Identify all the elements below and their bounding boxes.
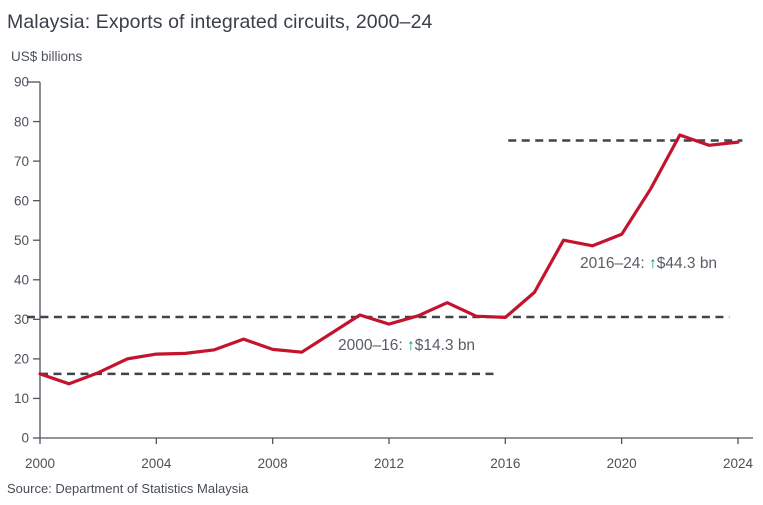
y-tick-label: 40 [14, 272, 29, 287]
up-arrow-icon: ↑ [649, 255, 657, 272]
x-tick-label: 2004 [141, 456, 172, 471]
x-tick-label: 2012 [374, 456, 404, 471]
y-axis-unit-label: US$ billions [11, 49, 83, 64]
y-axis: 0 10 20 30 40 50 60 70 80 90 [14, 75, 41, 446]
y-tick-label: 70 [14, 154, 29, 169]
x-axis: 2000 2004 2008 2012 2016 2020 2024 [25, 437, 754, 471]
source-note: Source: Department of Statistics Malaysi… [7, 481, 249, 496]
y-tick-label: 80 [14, 114, 29, 129]
change-annotation: 2016–24: ↑$44.3 bn [580, 255, 717, 272]
x-tick-label: 2016 [490, 456, 520, 471]
y-tick-label: 60 [14, 193, 29, 208]
y-tick-label: 10 [14, 391, 29, 406]
y-tick-label: 0 [21, 431, 29, 446]
y-tick-label: 50 [14, 233, 29, 248]
chart-title: Malaysia: Exports of integrated circuits… [7, 11, 433, 33]
y-tick-label: 30 [14, 312, 29, 327]
x-tick-label: 2024 [723, 456, 754, 471]
change-annotation: 2000–16: ↑$14.3 bn [338, 337, 475, 354]
exports-data-line [38, 133, 740, 386]
up-arrow-icon: ↑ [407, 337, 415, 354]
x-tick-label: 2020 [607, 456, 637, 471]
x-tick-label: 2000 [25, 456, 55, 471]
y-tick-label: 90 [14, 75, 29, 90]
x-tick-label: 2008 [258, 456, 288, 471]
y-tick-label: 20 [14, 352, 29, 367]
